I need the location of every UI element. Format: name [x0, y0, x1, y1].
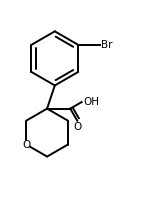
Text: Br: Br — [101, 40, 113, 50]
Text: O: O — [73, 122, 81, 132]
Text: O: O — [22, 140, 30, 150]
Text: OH: OH — [83, 97, 99, 107]
